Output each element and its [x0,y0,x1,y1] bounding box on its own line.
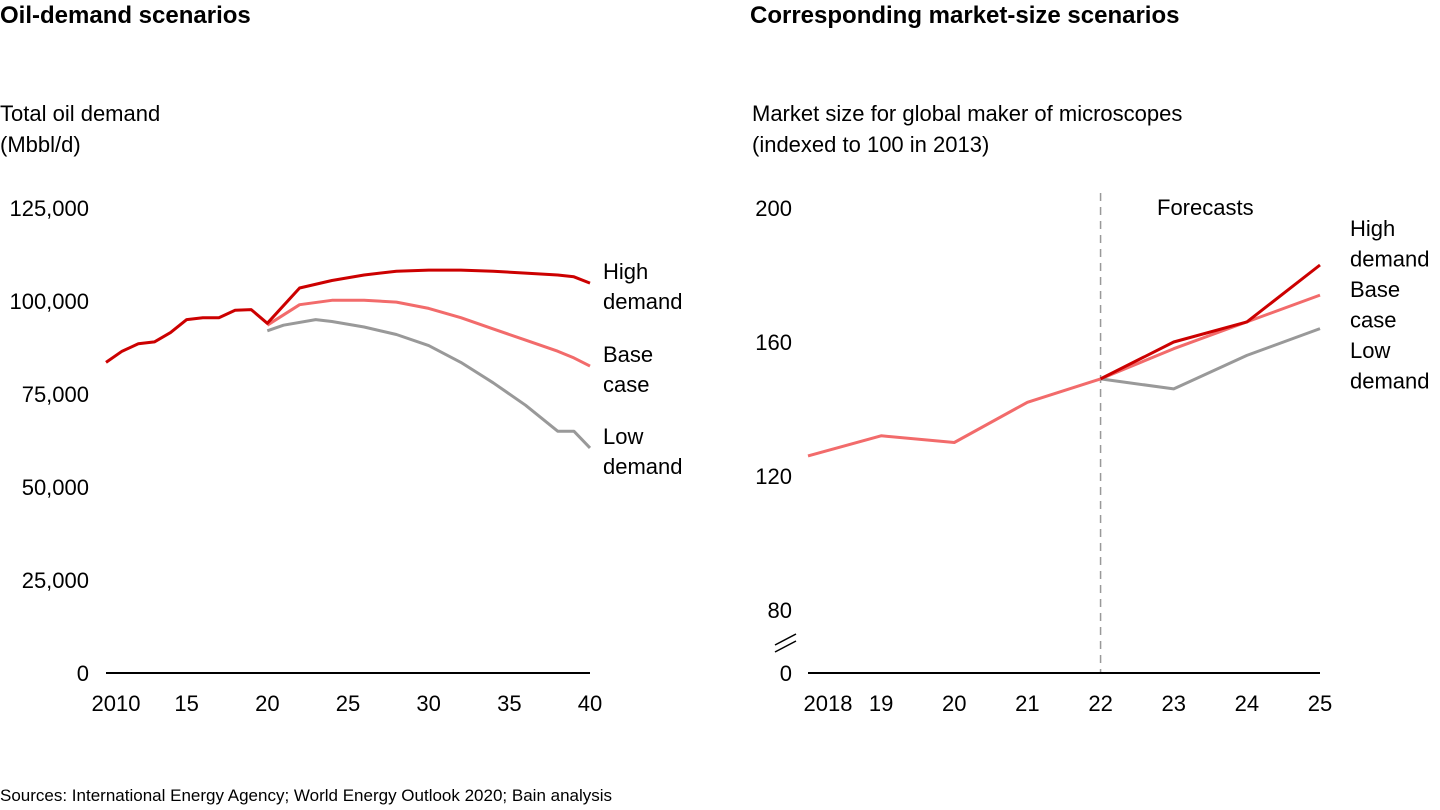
left-x-tick-label: 40 [578,691,602,716]
right-y-tick-label: 80 [768,598,792,623]
right-series-label-high-demand: demand [1350,247,1430,272]
right-y-tick-label: 120 [755,464,792,489]
right-series-label-base-case: Base [1350,277,1400,302]
right-x-tick-label: 23 [1161,691,1185,716]
left-y-tick-label: 50,000 [22,475,89,500]
left-series-label-low-demand: Low [603,424,643,449]
left-x-tick-label: 15 [174,691,198,716]
left-y-tick-label: 0 [77,661,89,686]
forecasts-annotation: Forecasts [1157,195,1254,220]
right-y-tick-label-zero: 0 [780,661,792,686]
right-x-tick-label: 19 [869,691,893,716]
left-series-line-high-demand [105,268,591,364]
left-series-label-base-case: case [603,372,649,397]
right-x-tick-label: 25 [1308,691,1332,716]
left-y-axis-title-line: Total oil demand [0,101,161,126]
right-x-tick-label: 20 [942,691,966,716]
market-size-chart: Forecasts 80 120 160 200 0 2018 19 20 21 22 23 24 25 H… [755,193,1430,716]
axis-break-mark [774,633,797,646]
left-chart-title: Oil-demand scenarios [0,2,251,29]
oil-demand-chart: 0 25,000 50,000 75,000 100,000 125,000 2010 15 2… [9,196,682,716]
right-y-axis-title-line: Market size for global maker of microsco… [752,101,1183,126]
right-series-label-low-demand: Low [1350,338,1390,363]
left-x-tick-label: 20 [255,691,279,716]
charts-canvas: 0 25,000 50,000 75,000 100,000 125,000 2010 15 2… [9,193,1430,716]
right-series-label-base-case: case [1350,308,1396,333]
right-x-tick-label: 22 [1088,691,1112,716]
right-chart-title: Corresponding market-size scenarios [750,2,1180,29]
left-x-tick-label: 35 [497,691,521,716]
right-series-line-low-demand [1100,327,1321,391]
right-series-label-low-demand: demand [1350,369,1430,394]
left-y-axis-title: Total oil demand (Mbbl/d) [0,98,160,160]
left-y-tick-label: 25,000 [22,568,89,593]
left-x-tick-label: 30 [416,691,440,716]
left-y-tick-label: 75,000 [22,382,89,407]
left-series-label-base-case: Base [603,342,653,367]
left-series-label-high-demand: High [603,259,648,284]
right-y-axis-title: Market size for global maker of microsco… [752,98,1182,160]
right-y-tick-label: 200 [755,196,792,221]
right-y-tick-label: 160 [755,330,792,355]
right-series-line-base-case [807,293,1321,458]
left-series-line-low-demand [266,318,592,449]
left-series-line-base-case [266,298,591,368]
right-x-tick-label: 2018 [804,691,853,716]
left-x-tick-label: 25 [336,691,360,716]
left-series-label-high-demand: demand [603,289,683,314]
right-x-tick-label: 21 [1015,691,1039,716]
left-y-tick-label: 100,000 [9,289,89,314]
right-x-tick-label: 24 [1235,691,1259,716]
right-y-axis-unit-line: (indexed to 100 in 2013) [752,132,990,157]
left-y-axis-unit-line: (Mbbl/d) [0,132,81,157]
right-series-label-high-demand: High [1350,216,1395,241]
left-x-tick-label: 2010 [92,691,141,716]
left-series-label-low-demand: demand [603,454,683,479]
left-y-tick-label: 125,000 [9,196,89,221]
axis-break-mark [774,640,797,653]
source-note: Sources: International Energy Agency; Wo… [0,786,613,805]
right-series-line-high-demand [1099,263,1321,381]
